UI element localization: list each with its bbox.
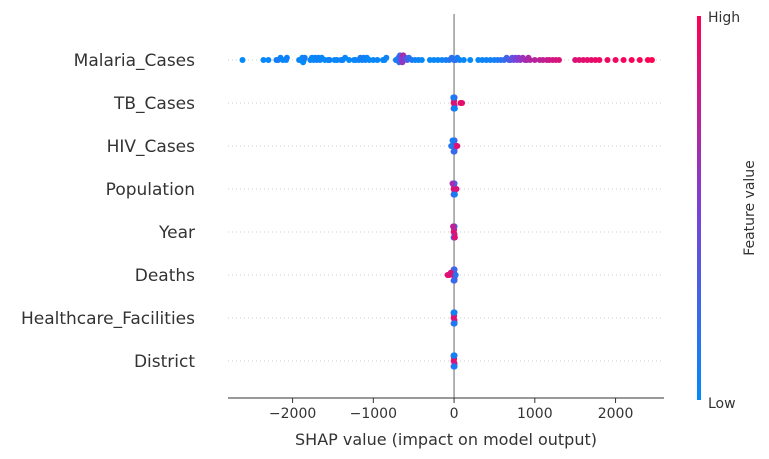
shap-point	[467, 57, 474, 63]
shap-point	[346, 57, 353, 63]
shap-point	[527, 57, 533, 63]
shap-point	[459, 100, 466, 106]
shap-point	[451, 363, 458, 370]
x-tick-label: 1000	[517, 406, 553, 422]
shap-point	[449, 180, 456, 187]
feature-label: HIV_Cases	[107, 137, 196, 157]
shap-point	[556, 57, 562, 63]
shap-point	[450, 223, 457, 230]
shap-point	[456, 57, 463, 63]
shap-point	[620, 57, 627, 63]
shap-point	[451, 309, 458, 316]
shap-point	[451, 191, 458, 198]
colorbar-low-label: Low	[708, 396, 736, 412]
shap-point	[450, 94, 457, 101]
shap-point	[451, 148, 458, 155]
shap-point	[648, 57, 655, 63]
shap-point	[452, 272, 459, 278]
shap-point	[454, 143, 461, 149]
feature-label: Year	[158, 223, 195, 243]
x-tick-label: 2000	[598, 406, 634, 422]
feature-label: Deaths	[135, 266, 195, 286]
shap-point	[531, 57, 538, 63]
shap-point	[612, 57, 619, 63]
shap-point	[628, 57, 635, 63]
shap-point	[451, 277, 458, 284]
feature-label: Healthcare_Facilities	[21, 309, 195, 329]
shap-point	[460, 57, 467, 63]
shap-point	[265, 57, 272, 63]
shap-point	[636, 57, 643, 63]
shap-point	[604, 57, 611, 63]
shap-point	[451, 234, 458, 241]
x-axis: −2000 −1000 0 1000 2000	[228, 397, 664, 422]
shap-point	[453, 186, 460, 192]
shap-point	[418, 57, 425, 63]
feature-label: Malaria_Cases	[74, 51, 195, 71]
shap-point	[448, 143, 455, 149]
shap-point	[451, 105, 458, 112]
shap-point	[260, 57, 267, 63]
colorbar: High Low Feature value	[697, 10, 758, 412]
shap-point	[326, 57, 333, 63]
shap-point	[283, 54, 290, 61]
shap-point	[596, 57, 603, 63]
colorbar-gradient	[697, 16, 701, 400]
shap-point	[374, 57, 381, 63]
shap-point	[239, 57, 246, 63]
feature-label: District	[134, 352, 195, 372]
shap-point	[449, 137, 456, 144]
shap-point	[451, 352, 458, 359]
shap-point	[588, 57, 595, 63]
feature-label: TB_Cases	[113, 94, 195, 114]
shap-point	[370, 57, 377, 63]
colorbar-high-label: High	[708, 10, 740, 26]
shap-point	[479, 57, 486, 63]
x-tick-label: 0	[450, 406, 459, 422]
data-points	[239, 52, 655, 370]
shap-point	[383, 54, 390, 61]
feature-rows: Malaria_Cases TB_Cases HIV_Cases Population…	[21, 51, 664, 372]
x-tick-label: −2000	[269, 406, 316, 422]
feature-label: Population	[106, 180, 195, 200]
shap-point	[301, 54, 308, 61]
x-axis-label: SHAP value (impact on model output)	[295, 430, 597, 449]
shap-point	[576, 57, 583, 63]
shap-point	[451, 320, 458, 327]
colorbar-title: Feature value	[742, 160, 758, 256]
shap-point	[447, 269, 454, 276]
shap-point	[434, 57, 441, 63]
x-tick-label: −1000	[350, 406, 397, 422]
